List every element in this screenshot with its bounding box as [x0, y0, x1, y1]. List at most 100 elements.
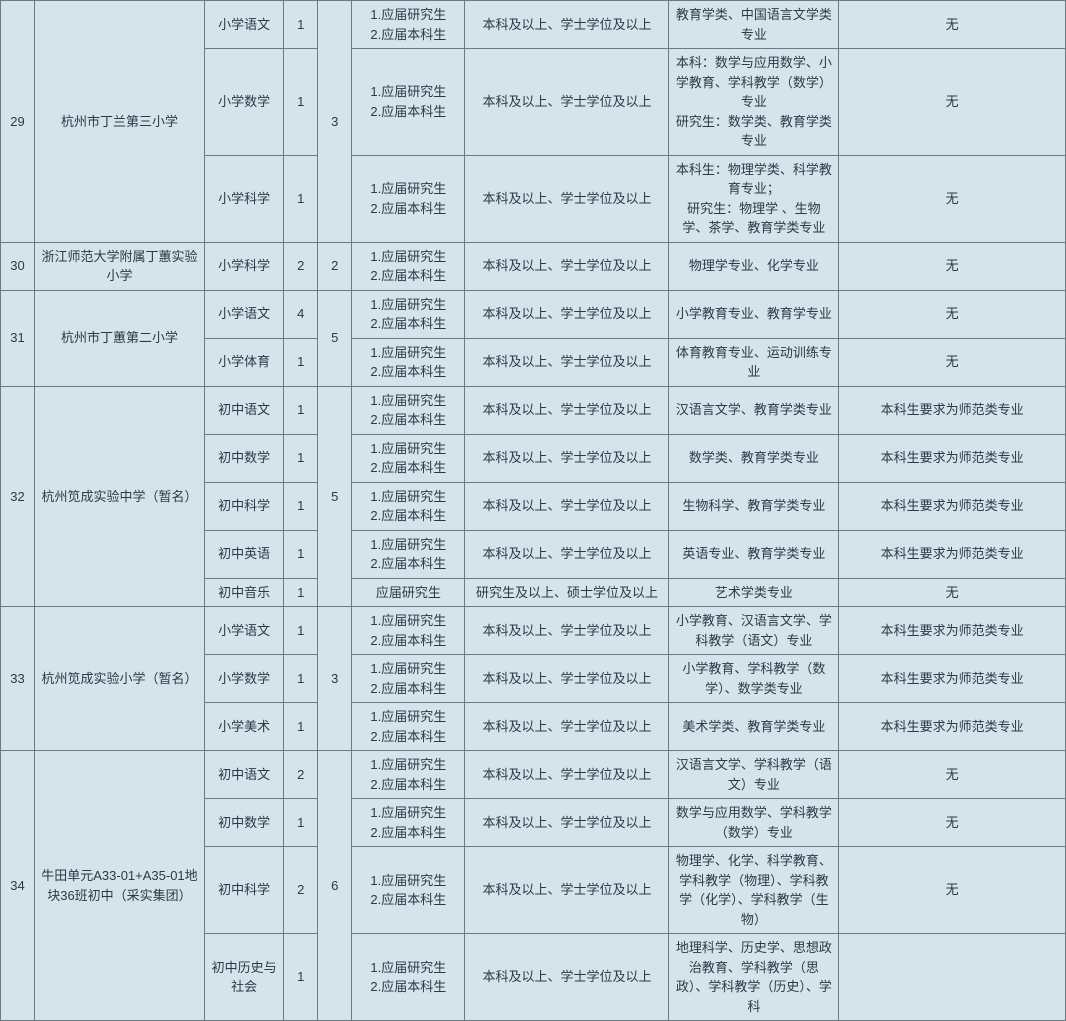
- subject-cell: 小学语文: [204, 290, 283, 338]
- school-cell: 杭州市丁蕙第二小学: [34, 290, 204, 386]
- subject-cell: 小学数学: [204, 49, 283, 156]
- source-cell: 1.应届研究生2.应届本科生: [352, 934, 465, 1021]
- education-cell: 本科及以上、学士学位及以上: [465, 655, 669, 703]
- total-cell: 3: [318, 1, 352, 243]
- count-cell: 2: [284, 751, 318, 799]
- table-row: 34牛田单元A33-01+A35-01地块36班初中（采实集团）初中语文261.…: [1, 751, 1066, 799]
- education-cell: 本科及以上、学士学位及以上: [465, 242, 669, 290]
- school-cell: 杭州市丁兰第三小学: [34, 1, 204, 243]
- note-cell: 本科生要求为师范类专业: [839, 386, 1066, 434]
- index-cell: 32: [1, 386, 35, 607]
- subject-cell: 小学科学: [204, 242, 283, 290]
- source-cell: 1.应届研究生2.应届本科生: [352, 434, 465, 482]
- index-cell: 31: [1, 290, 35, 386]
- count-cell: 1: [284, 799, 318, 847]
- school-cell: 杭州笕成实验小学（暂名）: [34, 607, 204, 751]
- subject-cell: 初中科学: [204, 482, 283, 530]
- source-cell: 1.应届研究生2.应届本科生: [352, 1, 465, 49]
- education-cell: 本科及以上、学士学位及以上: [465, 434, 669, 482]
- source-cell: 1.应届研究生2.应届本科生: [352, 607, 465, 655]
- source-cell: 1.应届研究生2.应届本科生: [352, 155, 465, 242]
- subject-cell: 初中语文: [204, 751, 283, 799]
- table-row: 33杭州笕成实验小学（暂名）小学语文131.应届研究生2.应届本科生本科及以上、…: [1, 607, 1066, 655]
- education-cell: 本科及以上、学士学位及以上: [465, 847, 669, 934]
- education-cell: 本科及以上、学士学位及以上: [465, 703, 669, 751]
- major-cell: 小学教育、汉语言文学、学科教学（语文）专业: [669, 607, 839, 655]
- subject-cell: 初中历史与社会: [204, 934, 283, 1021]
- count-cell: 1: [284, 338, 318, 386]
- count-cell: 2: [284, 847, 318, 934]
- count-cell: 1: [284, 434, 318, 482]
- education-cell: 研究生及以上、硕士学位及以上: [465, 578, 669, 607]
- subject-cell: 初中语文: [204, 386, 283, 434]
- note-cell: 无: [839, 1, 1066, 49]
- subject-cell: 小学体育: [204, 338, 283, 386]
- note-cell: 无: [839, 290, 1066, 338]
- note-cell: 无: [839, 242, 1066, 290]
- major-cell: 地理科学、历史学、思想政治教育、学科教学（思政）、学科教学（历史）、学科: [669, 934, 839, 1021]
- note-cell: 本科生要求为师范类专业: [839, 607, 1066, 655]
- count-cell: 1: [284, 578, 318, 607]
- subject-cell: 小学语文: [204, 1, 283, 49]
- subject-cell: 小学美术: [204, 703, 283, 751]
- index-cell: 30: [1, 242, 35, 290]
- subject-cell: 小学语文: [204, 607, 283, 655]
- index-cell: 29: [1, 1, 35, 243]
- source-cell: 1.应届研究生2.应届本科生: [352, 386, 465, 434]
- education-cell: 本科及以上、学士学位及以上: [465, 290, 669, 338]
- education-cell: 本科及以上、学士学位及以上: [465, 155, 669, 242]
- count-cell: 1: [284, 386, 318, 434]
- note-cell: 无: [839, 578, 1066, 607]
- note-cell: 本科生要求为师范类专业: [839, 703, 1066, 751]
- major-cell: 体育教育专业、运动训练专业: [669, 338, 839, 386]
- count-cell: 1: [284, 607, 318, 655]
- major-cell: 物理学、化学、科学教育、学科教学（物理）、学科教学（化学）、学科教学（生物）: [669, 847, 839, 934]
- source-cell: 1.应届研究生2.应届本科生: [352, 290, 465, 338]
- subject-cell: 初中数学: [204, 434, 283, 482]
- school-cell: 浙江师范大学附属丁蕙实验小学: [34, 242, 204, 290]
- major-cell: 汉语言文学、学科教学（语文）专业: [669, 751, 839, 799]
- education-cell: 本科及以上、学士学位及以上: [465, 49, 669, 156]
- major-cell: 数学与应用数学、学科教学（数学）专业: [669, 799, 839, 847]
- count-cell: 1: [284, 482, 318, 530]
- major-cell: 小学教育、学科教学（数学）、数学类专业: [669, 655, 839, 703]
- note-cell: 无: [839, 751, 1066, 799]
- count-cell: 1: [284, 155, 318, 242]
- note-cell: 无: [839, 338, 1066, 386]
- table-row: 32杭州笕成实验中学（暂名）初中语文151.应届研究生2.应届本科生本科及以上、…: [1, 386, 1066, 434]
- source-cell: 1.应届研究生2.应届本科生: [352, 338, 465, 386]
- major-cell: 美术学类、教育学类专业: [669, 703, 839, 751]
- note-cell: 无: [839, 155, 1066, 242]
- count-cell: 4: [284, 290, 318, 338]
- subject-cell: 初中数学: [204, 799, 283, 847]
- major-cell: 小学教育专业、教育学专业: [669, 290, 839, 338]
- major-cell: 物理学专业、化学专业: [669, 242, 839, 290]
- note-cell: 无: [839, 799, 1066, 847]
- note-cell: 本科生要求为师范类专业: [839, 482, 1066, 530]
- note-cell: 本科生要求为师范类专业: [839, 530, 1066, 578]
- education-cell: 本科及以上、学士学位及以上: [465, 751, 669, 799]
- major-cell: 艺术学类专业: [669, 578, 839, 607]
- education-cell: 本科及以上、学士学位及以上: [465, 338, 669, 386]
- education-cell: 本科及以上、学士学位及以上: [465, 934, 669, 1021]
- total-cell: 5: [318, 386, 352, 607]
- count-cell: 1: [284, 703, 318, 751]
- education-cell: 本科及以上、学士学位及以上: [465, 386, 669, 434]
- index-cell: 33: [1, 607, 35, 751]
- source-cell: 1.应届研究生2.应届本科生: [352, 482, 465, 530]
- education-cell: 本科及以上、学士学位及以上: [465, 482, 669, 530]
- major-cell: 教育学类、中国语言文学类专业: [669, 1, 839, 49]
- source-cell: 应届研究生: [352, 578, 465, 607]
- subject-cell: 初中音乐: [204, 578, 283, 607]
- school-cell: 杭州笕成实验中学（暂名）: [34, 386, 204, 607]
- education-cell: 本科及以上、学士学位及以上: [465, 799, 669, 847]
- count-cell: 1: [284, 655, 318, 703]
- subject-cell: 初中英语: [204, 530, 283, 578]
- count-cell: 1: [284, 1, 318, 49]
- total-cell: 3: [318, 607, 352, 751]
- major-cell: 本科生：物理学类、科学教育专业；研究生：物理学 、生物学、茶学、教育学类专业: [669, 155, 839, 242]
- count-cell: 2: [284, 242, 318, 290]
- table-row: 29杭州市丁兰第三小学小学语文131.应届研究生2.应届本科生本科及以上、学士学…: [1, 1, 1066, 49]
- total-cell: 2: [318, 242, 352, 290]
- source-cell: 1.应届研究生2.应届本科生: [352, 799, 465, 847]
